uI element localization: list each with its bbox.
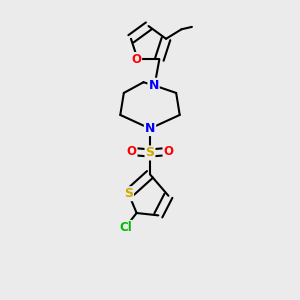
Text: O: O [164, 145, 173, 158]
Text: S: S [124, 187, 133, 200]
Text: N: N [148, 79, 159, 92]
Text: S: S [146, 146, 154, 160]
Text: O: O [127, 145, 136, 158]
Text: N: N [145, 122, 155, 135]
Text: Cl: Cl [119, 221, 132, 234]
Text: O: O [131, 53, 141, 66]
